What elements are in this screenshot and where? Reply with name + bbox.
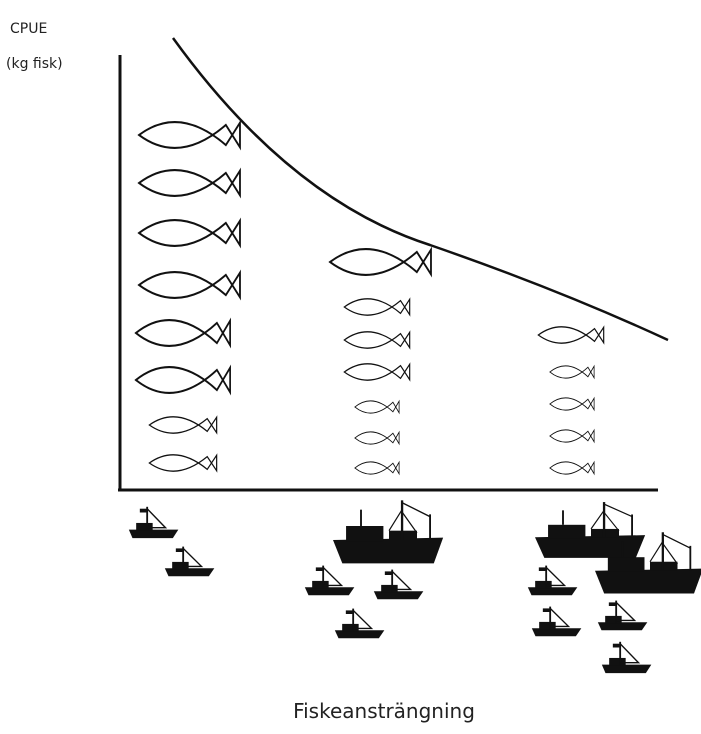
fish [136, 320, 230, 346]
fish [149, 455, 216, 471]
fish [550, 366, 594, 378]
diagram: CPUE (kg fisk) Fiskeansträngning [0, 0, 701, 734]
boat [602, 642, 652, 673]
fish [139, 170, 240, 196]
y-axis-label: CPUE [10, 21, 47, 37]
fish [344, 299, 409, 315]
boat [165, 547, 215, 577]
x-axis-label: Fiskeansträngning [293, 699, 475, 723]
trawler [535, 502, 645, 558]
boat [528, 566, 578, 596]
fish [139, 122, 240, 148]
fish-column-medium-effort [330, 249, 431, 474]
fish [330, 249, 431, 275]
cpue-curve [173, 38, 668, 340]
fish [355, 462, 399, 474]
boat [335, 609, 385, 639]
fish [139, 220, 240, 246]
boat [305, 566, 355, 596]
fish-column-high-effort [538, 327, 603, 474]
trawler [333, 500, 443, 563]
y-axis-unit: (kg fisk) [6, 56, 63, 72]
fish [355, 432, 399, 444]
boats [129, 500, 701, 673]
fish [550, 398, 594, 410]
fish [139, 272, 240, 298]
boat [374, 570, 424, 600]
fish [136, 367, 230, 393]
fish [550, 430, 594, 442]
fish [550, 462, 594, 474]
fish-column-low-effort [136, 122, 240, 471]
boat [598, 601, 648, 631]
boat [129, 507, 179, 538]
fish [355, 401, 399, 413]
fish [149, 417, 216, 433]
fish [344, 332, 409, 348]
boat [532, 607, 582, 637]
fish [344, 364, 409, 380]
fish [538, 327, 603, 343]
